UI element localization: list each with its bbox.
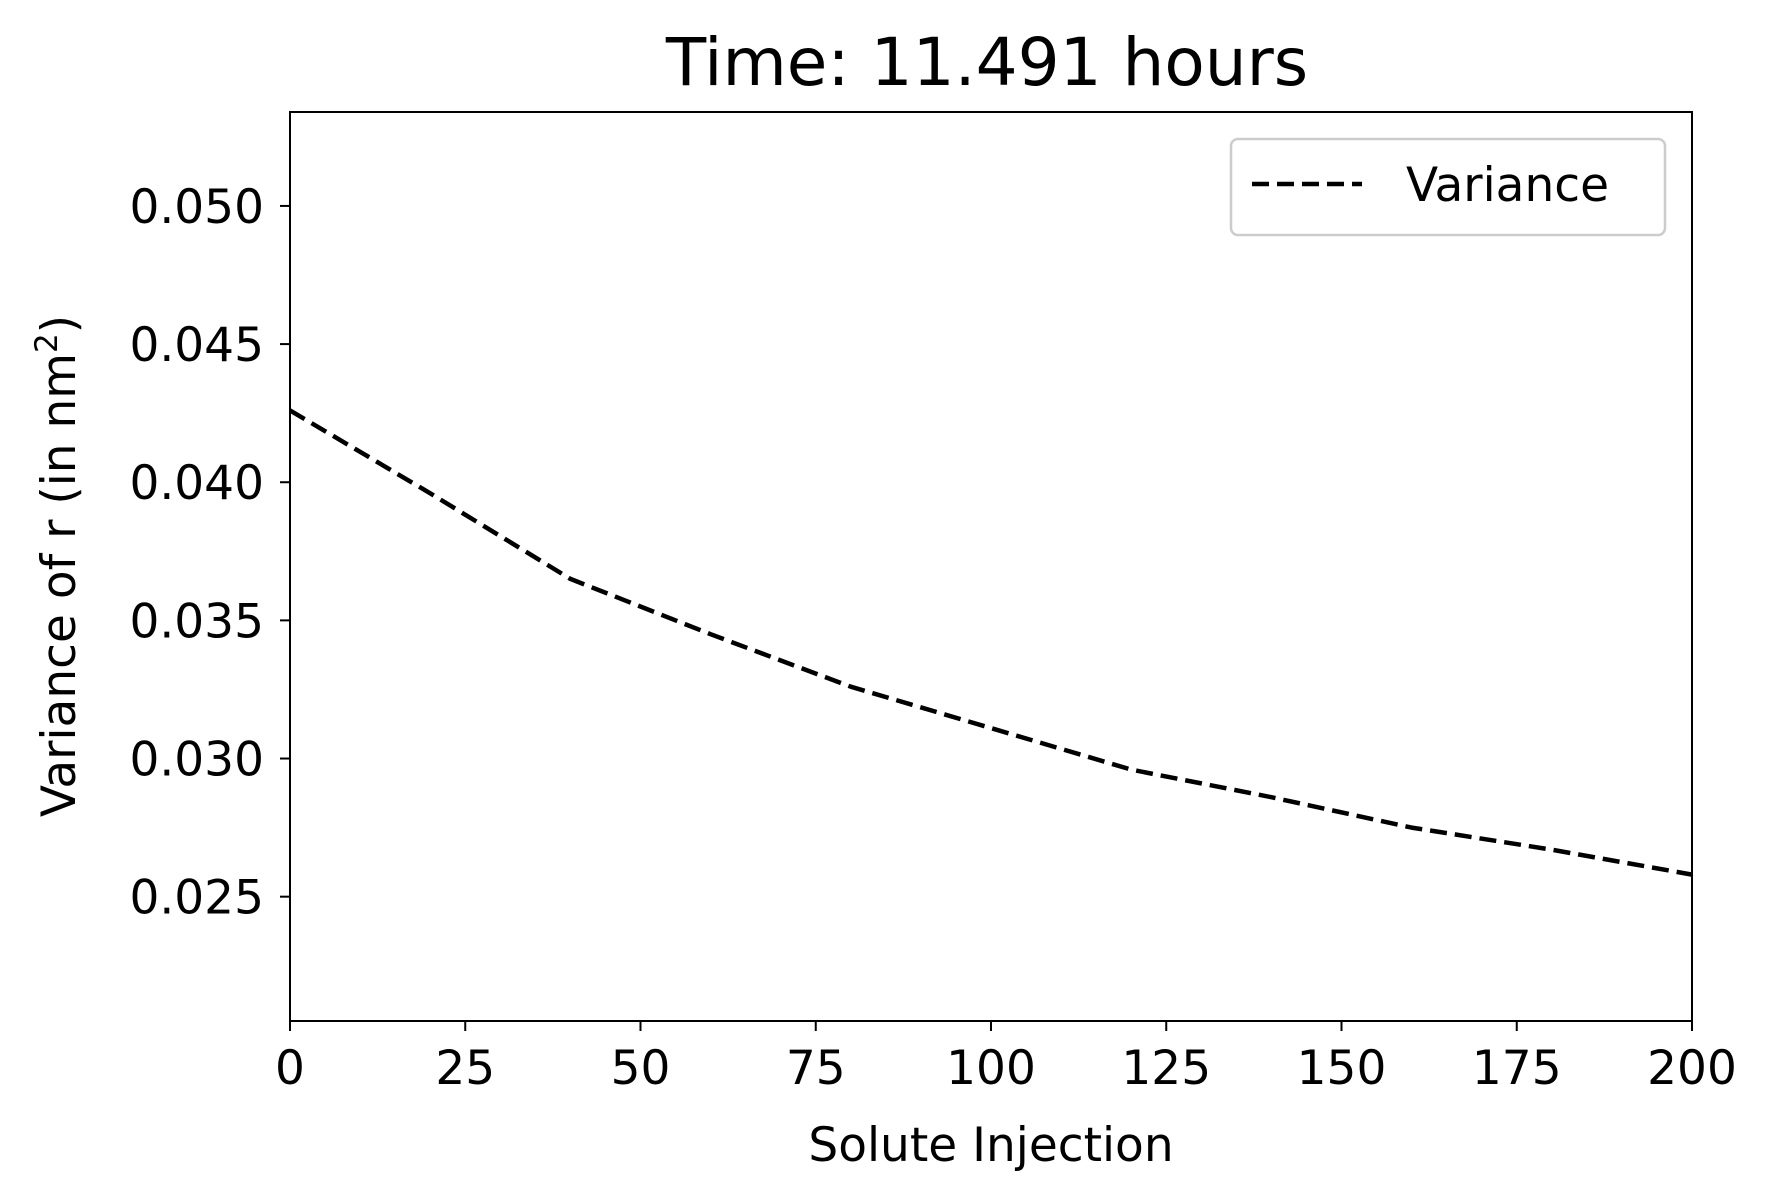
- x-tick-label: 175: [1472, 1041, 1562, 1096]
- y-axis-label-suffix: ): [32, 315, 87, 333]
- y-tick-label: 0.050: [129, 180, 264, 235]
- legend: Variance: [1229, 137, 1667, 237]
- x-tick-label: 125: [1121, 1041, 1211, 1096]
- y-axis-label: Variance of r (in nm2): [29, 315, 87, 817]
- y-axis-label-main: Variance of r (in nm: [32, 353, 87, 817]
- x-tick-label: 0: [275, 1041, 305, 1096]
- x-tick-label: 150: [1297, 1041, 1387, 1096]
- legend-label-variance: Variance: [1406, 158, 1609, 213]
- x-tick-label: 100: [946, 1041, 1036, 1096]
- y-tick-label: 0.030: [129, 733, 264, 788]
- x-tick-label: 200: [1647, 1041, 1737, 1096]
- series-layer: [288, 408, 1693, 877]
- legend-box: [1229, 137, 1667, 237]
- plot-area-frame: [289, 111, 1693, 1022]
- x-tick-label: 25: [435, 1041, 495, 1096]
- x-tick-label: 75: [786, 1041, 846, 1096]
- y-axis-ticks: 0.025 0.030 0.035 0.040 0.045 0.050: [129, 180, 290, 926]
- x-axis-label: Solute Injection: [808, 1118, 1173, 1173]
- x-tick-label: 50: [611, 1041, 671, 1096]
- series-line-variance: [288, 408, 1693, 877]
- y-tick-label: 0.025: [129, 871, 264, 926]
- y-tick-label: 0.035: [129, 594, 264, 649]
- y-axis-label-superscript: 2: [29, 333, 65, 353]
- y-tick-label: 0.045: [129, 318, 264, 373]
- chart-title: Time: 11.491 hours: [665, 24, 1308, 101]
- y-tick-label: 0.040: [129, 456, 264, 511]
- x-axis-ticks: 0 25 50 75 100 125 150 175 200: [275, 1021, 1737, 1096]
